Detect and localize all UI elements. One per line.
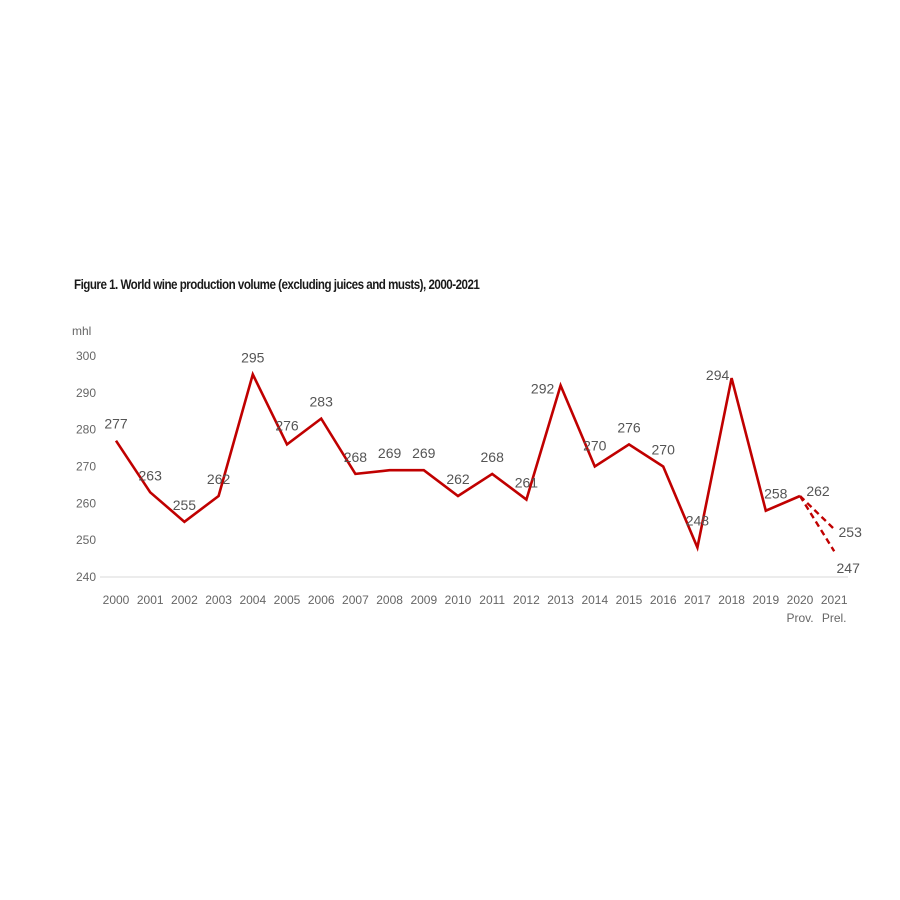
y-axis-ticks: 240 250 260 270 280 290 300 (76, 349, 96, 584)
data-label: 262 (806, 483, 830, 499)
estimate-label-low: 247 (837, 560, 861, 576)
x-tick-label: 2002 (171, 593, 198, 607)
y-tick-label: 260 (76, 496, 96, 510)
y-tick-label: 280 (76, 423, 96, 437)
y-tick-label: 270 (76, 460, 96, 474)
x-tick-label: 2000 (103, 593, 130, 607)
data-label: 261 (515, 475, 539, 491)
data-label: 268 (344, 449, 368, 465)
data-labels: 277 263 255 262 295 276 283 268 269 269 262 268 261 2… (104, 349, 862, 576)
x-tick-label: 2018 (718, 593, 745, 607)
data-label: 248 (686, 513, 710, 529)
data-label: 276 (617, 419, 641, 435)
data-label: 270 (652, 442, 676, 458)
x-tick-label: 2005 (274, 593, 301, 607)
data-label: 270 (583, 438, 607, 454)
x-tick-label: 2011 (479, 593, 505, 607)
y-axis-unit-label: mhl (72, 324, 91, 338)
x-tick-sublabel: Prel. (822, 611, 847, 625)
series-lines (114, 370, 836, 552)
x-tick-label: 2003 (205, 593, 232, 607)
estimate-line-low (798, 495, 836, 552)
x-tick-label: 2004 (239, 593, 266, 607)
x-tick-label: 2019 (752, 593, 779, 607)
y-tick-label: 300 (76, 349, 96, 363)
data-label: 295 (241, 349, 265, 365)
x-tick-label: 2017 (684, 593, 711, 607)
x-tick-label: 2016 (650, 593, 677, 607)
data-label: 268 (481, 449, 505, 465)
data-label: 258 (764, 486, 788, 502)
x-tick-label: 2006 (308, 593, 335, 607)
x-tick-label: 2013 (547, 593, 574, 607)
chart-title: Figure 1. World wine production volume (… (74, 277, 480, 292)
estimate-label-high: 253 (839, 524, 863, 540)
x-tick-label: 2007 (342, 593, 369, 607)
estimate-line-high (799, 495, 836, 530)
x-tick-label: 2015 (616, 593, 643, 607)
data-label: 277 (104, 416, 128, 432)
x-tick-label: 2001 (137, 593, 164, 607)
data-label: 263 (139, 467, 163, 483)
y-tick-label: 240 (76, 570, 96, 584)
data-label: 292 (531, 380, 555, 396)
data-label: 283 (310, 394, 334, 410)
x-tick-label: 2014 (581, 593, 608, 607)
x-axis-ticks: 2000 2001 2002 2003 2004 2005 2006 2007 2008 2009… (103, 593, 848, 625)
data-label: 262 (207, 471, 231, 487)
x-tick-label: 2020 (787, 593, 814, 607)
x-tick-label: 2012 (513, 593, 540, 607)
data-label: 269 (378, 445, 402, 461)
x-tick-label: 2021 (821, 593, 848, 607)
y-tick-label: 290 (76, 386, 96, 400)
series-line-production (114, 370, 801, 552)
data-label: 276 (275, 417, 299, 433)
x-tick-label: 2008 (376, 593, 403, 607)
data-label: 255 (173, 497, 197, 513)
data-label: 262 (446, 471, 470, 487)
x-tick-label: 2009 (410, 593, 437, 607)
x-tick-label: 2010 (445, 593, 472, 607)
data-label: 269 (412, 445, 436, 461)
data-label: 294 (706, 367, 730, 383)
y-tick-label: 250 (76, 533, 96, 547)
x-tick-sublabel: Prov. (786, 611, 813, 625)
